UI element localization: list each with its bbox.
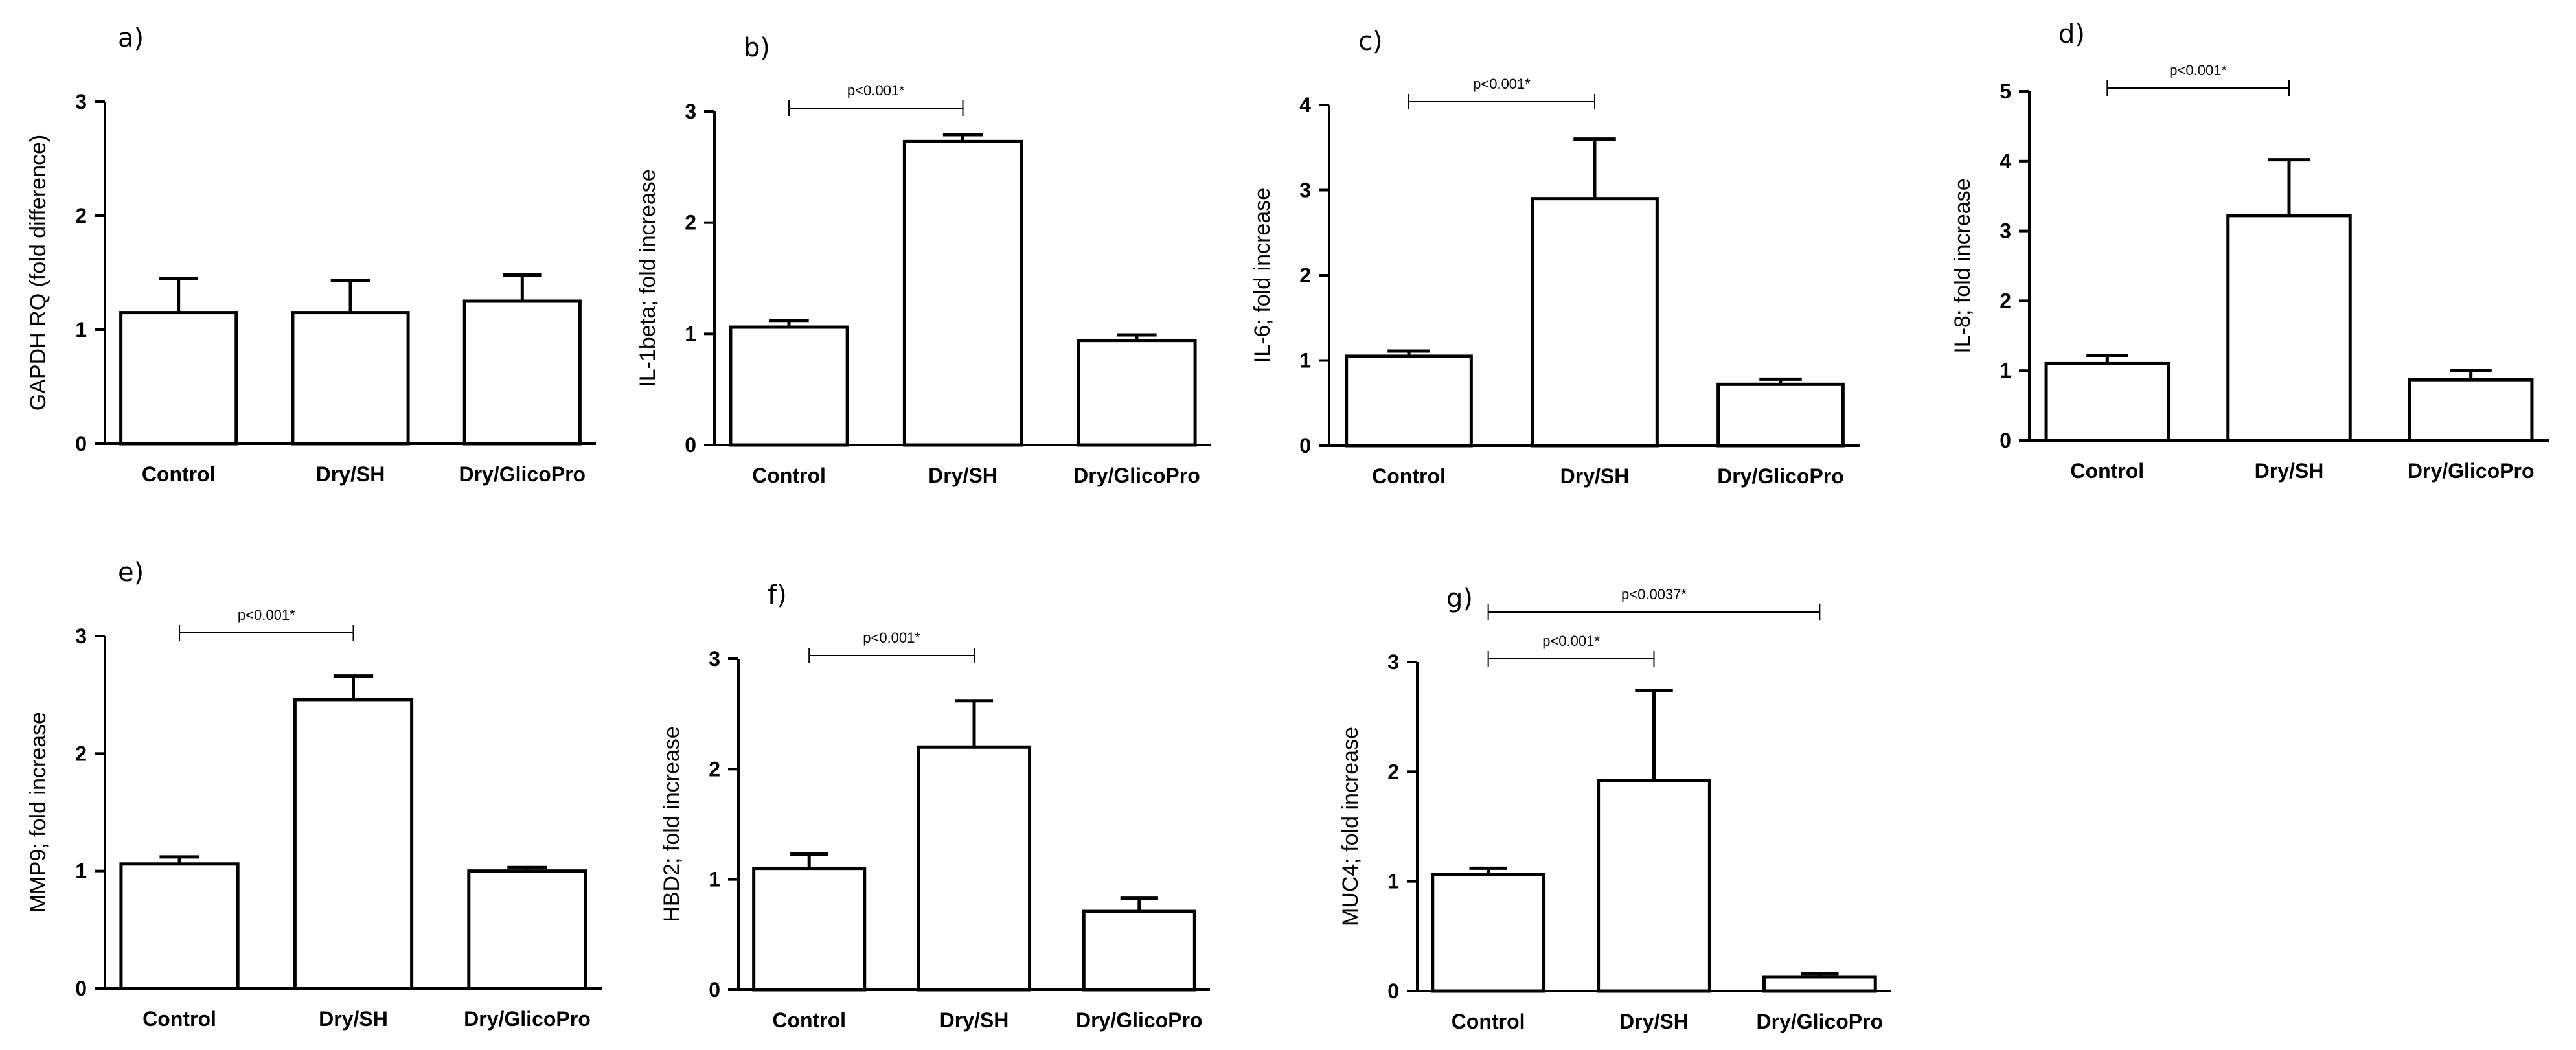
panel-a-category-label: Dry/SH <box>316 462 385 486</box>
panel-b-y-tick-label: 3 <box>685 100 696 123</box>
panel-a-y-axis-title: GAPDH RQ (fold difference) <box>26 135 51 411</box>
panel-d-bar <box>2408 378 2534 442</box>
panel-d-y-tick-label: 5 <box>2000 80 2011 103</box>
panel-c-y-axis-title: IL-6; fold increase <box>1250 188 1275 363</box>
panel-d-category-label: Control <box>2070 459 2144 483</box>
panel-e-y-tick-label: 0 <box>75 977 87 1000</box>
panel-g-letter: g) <box>1446 584 1473 613</box>
panel-f-bar <box>752 867 867 992</box>
panel-c-bar <box>1345 354 1473 448</box>
panel-c-y-tick-label: 3 <box>1299 179 1311 202</box>
panel-d-letter: d) <box>2058 19 2085 49</box>
panel-a-bar <box>119 311 238 446</box>
panel-f-y-axis-title: HBD2; fold increase <box>659 726 684 922</box>
panel-a-category-label: Control <box>142 462 216 486</box>
panel-c-bar <box>1531 197 1659 448</box>
panel-e-bar <box>467 869 587 990</box>
panel-a-bar <box>462 299 582 446</box>
panel-c-y-tick-label: 4 <box>1299 93 1311 117</box>
panel-c-letter: c) <box>1358 27 1383 56</box>
panel-g-category-label: Dry/GlicoPro <box>1757 1010 1884 1033</box>
panel-e-letter: e) <box>118 558 144 588</box>
panel-f-bar <box>1082 909 1196 992</box>
panel-g-category-label: Dry/SH <box>1619 1010 1689 1033</box>
panel-g-bar <box>1597 779 1711 993</box>
panel-f-y-tick-label: 2 <box>709 757 720 781</box>
panel-b-bar <box>1077 339 1197 447</box>
panel-g-y-tick-label: 2 <box>1387 760 1399 783</box>
panel-c-category-label: Dry/SH <box>1560 464 1630 488</box>
panel-f-bar <box>917 745 1032 992</box>
panel-g-bar <box>1431 873 1546 993</box>
panel-g-y-tick-label: 0 <box>1387 979 1399 1003</box>
panel-b-y-tick-label: 0 <box>685 433 696 457</box>
panel-c-y-tick-label: 0 <box>1299 434 1311 457</box>
panel-b-y-tick-label: 1 <box>685 322 696 345</box>
panel-c-bar <box>1716 382 1845 448</box>
panel-b-category-label: Dry/SH <box>928 464 997 487</box>
panel-d-y-tick-label: 2 <box>2000 289 2011 312</box>
panel-e-y-tick-label: 3 <box>75 624 87 648</box>
panel-b-y-tick-label: 2 <box>685 211 696 234</box>
panel-d-category-label: Dry/SH <box>2255 459 2324 483</box>
panel-d-y-tick-label: 1 <box>2000 359 2011 382</box>
panel-g-category-label: Control <box>1452 1010 1525 1033</box>
panel-e-bar <box>293 698 414 990</box>
panel-e-bar <box>119 862 240 990</box>
panel-g-y-axis-title: MUC4; fold increase <box>1338 727 1363 926</box>
panel-d-bar <box>2044 361 2171 442</box>
panel-d-significance-label: p<0.001* <box>2169 62 2227 78</box>
panel-e-category-label: Dry/GlicoPro <box>464 1007 591 1031</box>
panel-c-significance-label: p<0.001* <box>1473 76 1531 92</box>
panel-a-y-tick-label: 1 <box>75 318 87 341</box>
panel-c-y-tick-label: 2 <box>1299 264 1311 287</box>
panel-a-y-tick-label: 2 <box>75 204 87 227</box>
panel-b-category-label: Control <box>752 464 826 487</box>
panel-f-letter: f) <box>768 580 787 610</box>
panel-g-y-tick-label: 1 <box>1387 870 1399 893</box>
panel-g-significance-label: p<0.001* <box>1542 633 1600 649</box>
panel-e-category-label: Control <box>142 1007 216 1031</box>
panel-b-y-axis-title: IL-1beta; fold increase <box>635 169 660 387</box>
panel-c-category-label: Dry/GlicoPro <box>1717 464 1844 488</box>
panel-a-y-tick-label: 3 <box>75 90 87 113</box>
panel-f-y-tick-label: 1 <box>709 868 720 891</box>
panel-b-letter: b) <box>744 33 770 63</box>
panel-f-category-label: Control <box>772 1009 846 1032</box>
panel-d-bar <box>2226 214 2352 442</box>
panel-c-y-tick-label: 1 <box>1299 349 1311 372</box>
panel-d-y-tick-label: 4 <box>2000 150 2011 173</box>
panel-e-significance-label: p<0.001* <box>238 607 295 623</box>
panel-f-significance-label: p<0.001* <box>863 630 920 646</box>
panel-f-y-tick-label: 3 <box>709 647 720 670</box>
panel-b-bar <box>729 325 849 447</box>
panel-g-bar <box>1762 975 1877 993</box>
panel-f-category-label: Dry/GlicoPro <box>1076 1009 1203 1032</box>
panel-e-category-label: Dry/SH <box>319 1007 388 1031</box>
panel-f-y-tick-label: 0 <box>709 978 720 1001</box>
panel-d-category-label: Dry/GlicoPro <box>2408 459 2535 483</box>
panel-e-y-axis-title: MMP9; fold increase <box>26 712 51 913</box>
panel-d-y-tick-label: 0 <box>2000 429 2011 452</box>
panel-f-category-label: Dry/SH <box>940 1009 1009 1032</box>
panel-e-y-tick-label: 2 <box>75 742 87 765</box>
panel-b-category-label: Dry/GlicoPro <box>1073 464 1200 487</box>
panel-a-y-tick-label: 0 <box>75 432 87 455</box>
panel-g-significance-label: p<0.0037* <box>1621 586 1687 602</box>
panel-c-category-label: Control <box>1372 464 1446 488</box>
panel-d-y-axis-title: IL-8; fold increase <box>1950 178 1975 353</box>
panel-e-y-tick-label: 1 <box>75 860 87 883</box>
panel-a-category-label: Dry/GlicoPro <box>459 462 586 486</box>
panel-d-y-tick-label: 3 <box>2000 220 2011 243</box>
panel-a-bar <box>291 311 410 446</box>
panel-b-bar <box>902 139 1023 447</box>
panel-g-y-tick-label: 3 <box>1387 650 1399 674</box>
panel-b-significance-label: p<0.001* <box>847 82 905 98</box>
panel-a-letter: a) <box>118 23 144 53</box>
